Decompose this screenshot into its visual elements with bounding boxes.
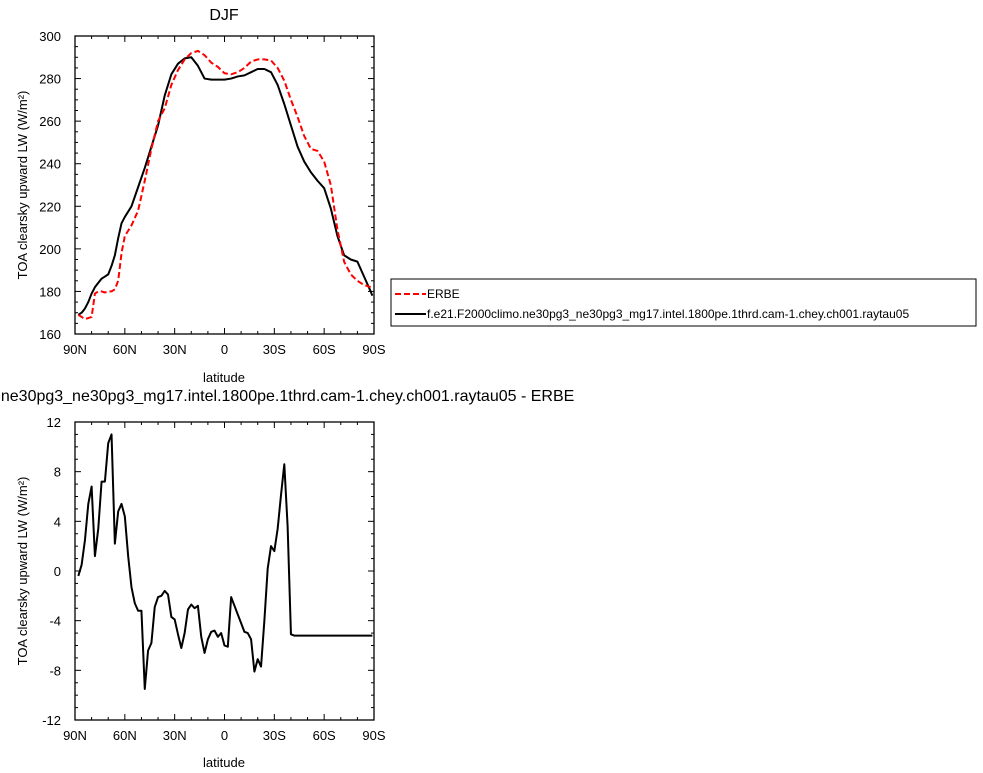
series-line-0-0: [77, 49, 371, 321]
plot-frame: [74, 421, 375, 721]
x-tick-label: 30S: [263, 728, 286, 743]
x-tick-label: 90N: [63, 342, 87, 357]
y-tick-label: 160: [39, 327, 61, 342]
legend: ERBE f.e21.F2000climo.ne30pg3_ne30pg3_mg…: [390, 278, 977, 327]
series-line-0-1: [77, 56, 374, 316]
x-tick-label: 30S: [263, 342, 286, 357]
y-axis-label: TOA clearsky upward LW (W/m²): [15, 91, 30, 280]
y-tick-label: 280: [39, 72, 61, 87]
y-tick-label: -8: [49, 663, 61, 678]
series-group: [77, 49, 374, 321]
x-tick-label: 90S: [362, 728, 385, 743]
y-tick-label: 8: [54, 465, 61, 480]
y-tick-label: 4: [54, 514, 61, 529]
y-tick-label: 0: [54, 564, 61, 579]
x-tick-label: 30N: [163, 342, 187, 357]
y-tick-label: -12: [42, 713, 61, 728]
x-tick-label: 60N: [113, 728, 137, 743]
tick-group: 90N 60N 30N 0 30S 60S 90S 160 180 200 220 240 260 280…: [39, 29, 386, 357]
legend-box: [390, 278, 977, 327]
x-tick-label: 90N: [63, 728, 87, 743]
plot-frame: [74, 35, 375, 335]
x-axis-label: latitude: [203, 755, 245, 770]
y-tick-label: 260: [39, 114, 61, 129]
series-line-1-0: [77, 433, 373, 690]
x-tick-label: 60N: [113, 342, 137, 357]
legend-label-model: f.e21.F2000climo.ne30pg3_ne30pg3_mg17.in…: [427, 307, 909, 321]
climatology-panel: DJF 90N 60N 30N 0 30S 60S 90S 160 180 200 220 240 26…: [15, 7, 386, 385]
x-axis-label: latitude: [203, 370, 245, 385]
y-tick-label: 240: [39, 157, 61, 172]
chart-title: DJF: [209, 7, 239, 24]
y-axis-label: TOA clearsky upward LW (W/m²): [15, 477, 30, 666]
difference-panel: f.e21.F2000climo.ne30pg3_ne30pg3_mg17.in…: [0, 388, 574, 770]
y-tick-label: -4: [49, 614, 61, 629]
x-tick-label: 60S: [313, 342, 336, 357]
y-tick-label: 300: [39, 29, 61, 44]
chart-title: f.e21.F2000climo.ne30pg3_ne30pg3_mg17.in…: [0, 388, 574, 405]
series-group: [77, 433, 373, 690]
x-tick-label: 0: [221, 728, 228, 743]
x-tick-label: 30N: [163, 728, 187, 743]
y-tick-label: 180: [39, 284, 61, 299]
y-tick-label: 200: [39, 242, 61, 257]
tick-group: 90N 60N 30N 0 30S 60S 90S -12 -8 -4 0 4 8 12: [42, 415, 386, 743]
y-tick-label: 12: [47, 415, 61, 430]
legend-label-erbe: ERBE: [427, 287, 460, 301]
x-tick-label: 90S: [362, 342, 385, 357]
x-tick-label: 60S: [313, 728, 336, 743]
y-tick-label: 220: [39, 199, 61, 214]
x-tick-label: 0: [221, 342, 228, 357]
